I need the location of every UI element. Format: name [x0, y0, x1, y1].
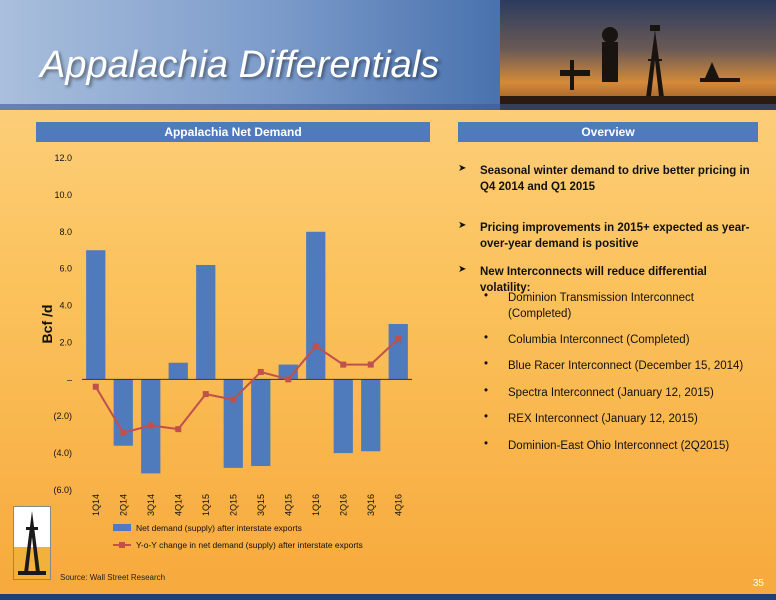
- dot-bullet-icon: •: [484, 438, 489, 450]
- arrow-bullet-icon: ➤: [458, 220, 467, 231]
- overview-bullet-text: New Interconnects will reduce differenti…: [480, 266, 707, 294]
- net-demand-chart: 12.0 10.0 8.0 6.0 4.0 2.0 – (2.0) (4.0) (6.0) Bcf …: [39, 153, 412, 550]
- yoy-point: [312, 343, 319, 350]
- interconnect-text: Columbia Interconnect (Completed): [508, 334, 690, 346]
- y-tick-label: 4.0: [59, 301, 72, 311]
- bar: [86, 250, 106, 380]
- x-tick-label: 3Q14: [146, 494, 156, 516]
- interconnect-text: Dominion Transmission Interconnect (Comp…: [508, 292, 694, 320]
- x-tick-label: 2Q14: [118, 494, 128, 516]
- x-tick-label: 3Q16: [366, 494, 376, 516]
- bar: [251, 379, 271, 467]
- yoy-point: [395, 335, 402, 342]
- x-tick-label: 4Q15: [283, 494, 293, 516]
- y-tick-label: 12.0: [54, 153, 72, 163]
- x-tick-label: 1Q16: [311, 494, 321, 516]
- x-tick-label: 1Q14: [91, 494, 101, 516]
- company-logo: [13, 506, 51, 580]
- yoy-point: [147, 422, 154, 429]
- legend-bar-label: Net demand (supply) after interstate exp…: [136, 523, 302, 533]
- legend-line-marker: [119, 542, 125, 548]
- arrow-bullet-icon: ➤: [458, 163, 467, 174]
- yoy-point: [175, 426, 182, 433]
- y-axis-label: Bcf /d: [39, 305, 55, 344]
- interconnect-text: Blue Racer Interconnect (December 15, 20…: [508, 360, 744, 372]
- bar: [361, 379, 381, 452]
- header-divider: [0, 104, 776, 110]
- yoy-point: [92, 383, 99, 390]
- bar: [168, 362, 188, 380]
- overview-panel-title: Overview: [458, 122, 758, 142]
- yoy-point: [230, 396, 237, 403]
- yoy-point: [257, 368, 264, 375]
- overview-bullet-text: Seasonal winter demand to drive better p…: [480, 165, 750, 193]
- dot-bullet-icon: •: [484, 290, 489, 302]
- y-tick-label: (4.0): [53, 448, 72, 458]
- dot-bullet-icon: •: [484, 332, 489, 344]
- bar: [196, 264, 216, 380]
- page-number: 35: [752, 578, 764, 589]
- y-tick-label: 8.0: [59, 227, 72, 237]
- y-tick-label: 10.0: [54, 190, 72, 200]
- bar: [388, 324, 408, 380]
- y-tick-label: –: [67, 374, 72, 384]
- header-oil-rig-image: [500, 0, 776, 110]
- x-tick-label: 4Q16: [393, 494, 403, 516]
- bar: [113, 379, 133, 446]
- y-tick-label: 6.0: [59, 264, 72, 274]
- interconnect-text: Dominion-East Ohio Interconnect (2Q2015): [508, 440, 730, 452]
- bar: [306, 231, 326, 380]
- interconnect-text: Spectra Interconnect (January 12, 2015): [508, 387, 714, 399]
- x-tick-label: 1Q15: [201, 494, 211, 516]
- chart-panel-title: Appalachia Net Demand: [36, 122, 430, 142]
- yoy-point: [202, 391, 209, 398]
- y-tick-label: 2.0: [59, 337, 72, 347]
- bar: [278, 364, 298, 380]
- y-tick-label: (2.0): [53, 411, 72, 421]
- arrow-bullet-icon: ➤: [458, 264, 467, 275]
- yoy-point: [120, 429, 127, 436]
- page-title: Appalachia Differentials: [40, 44, 440, 86]
- yoy-point: [285, 376, 292, 383]
- x-tick-label: 4Q14: [173, 494, 183, 516]
- yoy-series-line: [94, 338, 399, 434]
- overview-bullet-text: Pricing improvements in 2015+ expected a…: [480, 222, 750, 250]
- dot-bullet-icon: •: [484, 411, 489, 423]
- yoy-point: [367, 361, 374, 368]
- bar: [223, 379, 243, 468]
- bar: [333, 379, 353, 454]
- y-tick-label: (6.0): [53, 485, 72, 495]
- x-tick-label: 3Q15: [256, 494, 266, 516]
- source-note: Source: Wall Street Research: [60, 573, 166, 582]
- dot-bullet-icon: •: [484, 358, 489, 370]
- interconnect-text: REX Interconnect (January 12, 2015): [508, 413, 698, 425]
- x-tick-label: 2Q15: [228, 494, 238, 516]
- legend-bar-swatch: [113, 524, 131, 531]
- x-tick-label: 2Q16: [338, 494, 348, 516]
- yoy-point: [340, 361, 347, 368]
- legend-line-label: Y-o-Y change in net demand (supply) afte…: [136, 540, 363, 550]
- dot-bullet-icon: •: [484, 385, 489, 397]
- footer-bar: [0, 594, 776, 600]
